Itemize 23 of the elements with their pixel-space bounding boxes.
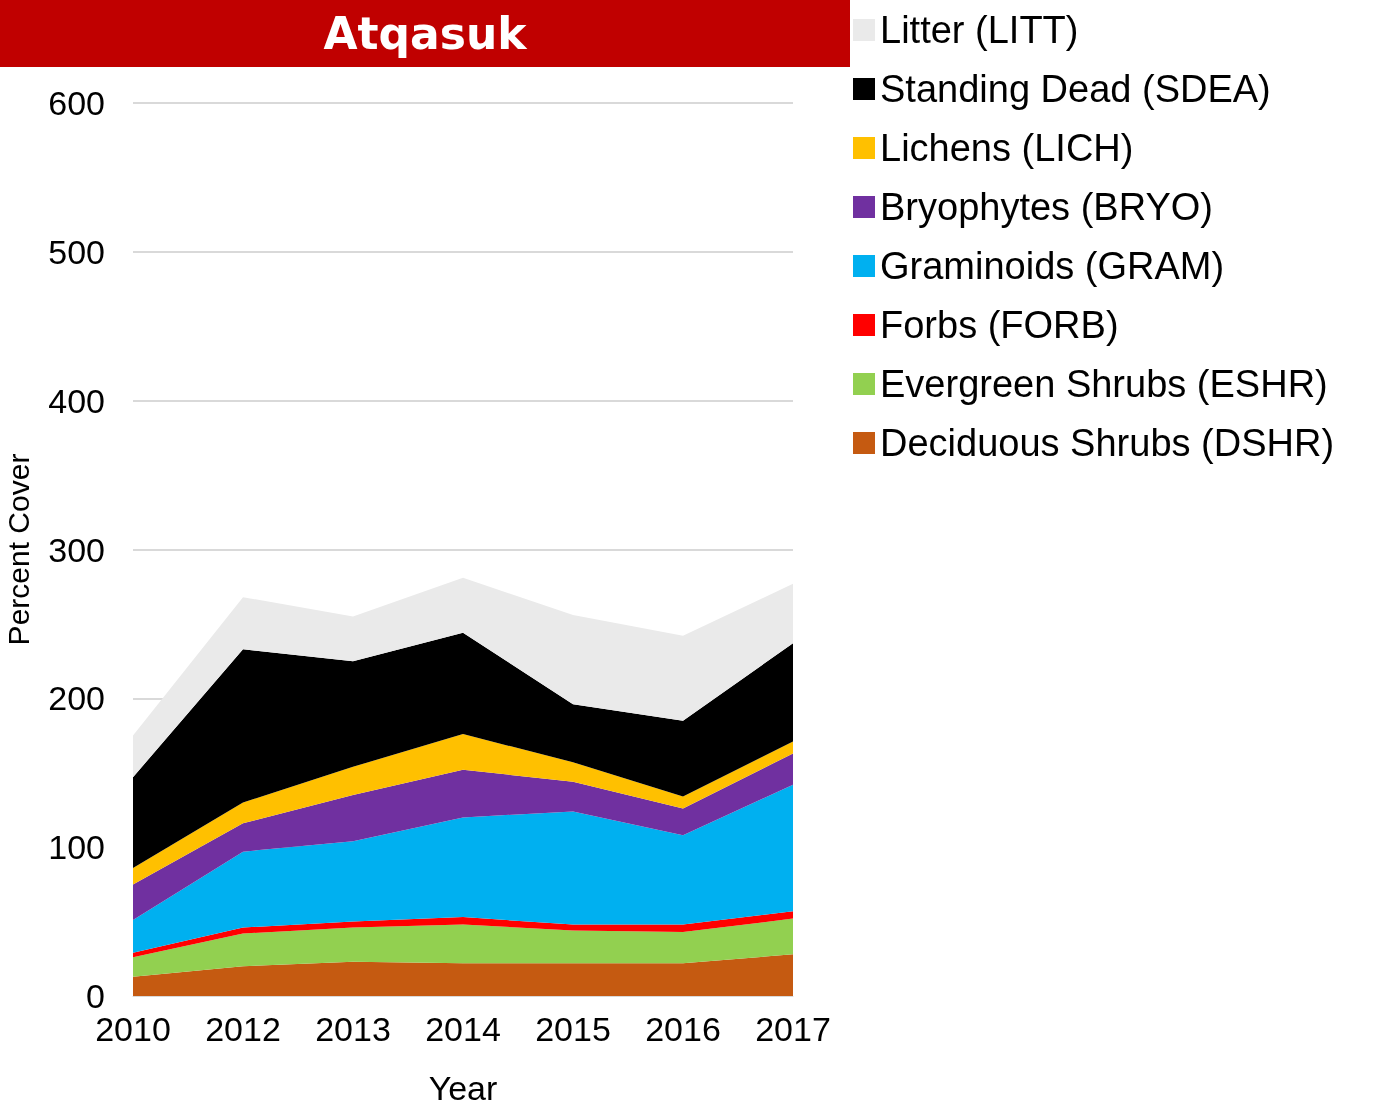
x-tick-label: 2014 [425,1010,501,1048]
legend-label: Graminoids (GRAM) [880,245,1225,287]
x-tick-label: 2016 [645,1010,721,1048]
y-tick-label: 200 [48,679,105,718]
x-tick-label: 2017 [755,1010,831,1048]
x-tick-label: 2012 [205,1010,281,1048]
chart-title: Atqasuk [0,0,850,67]
y-tick-label: 400 [48,381,105,420]
legend-label: Deciduous Shrubs (DSHR) [880,422,1335,464]
legend-label: Litter (LITT) [880,9,1079,51]
y-tick-label: 600 [48,84,105,122]
x-tick-label: 2015 [535,1010,611,1048]
legend-label: Lichens (LICH) [880,127,1134,169]
y-tick-label: 500 [48,232,105,271]
x-tick-label: 2013 [315,1010,391,1048]
y-axis-title: Percent Cover [1,453,35,646]
y-tick-label: 100 [48,828,105,867]
y-tick-label: 300 [48,530,105,569]
legend-label: Forbs (FORB) [880,304,1119,346]
legend-label: Standing Dead (SDEA) [880,68,1271,110]
legend-label: Evergreen Shrubs (ESHR) [880,363,1328,405]
legend-label: Bryophytes (BRYO) [880,186,1213,228]
x-axis-title: Year [428,1069,498,1107]
